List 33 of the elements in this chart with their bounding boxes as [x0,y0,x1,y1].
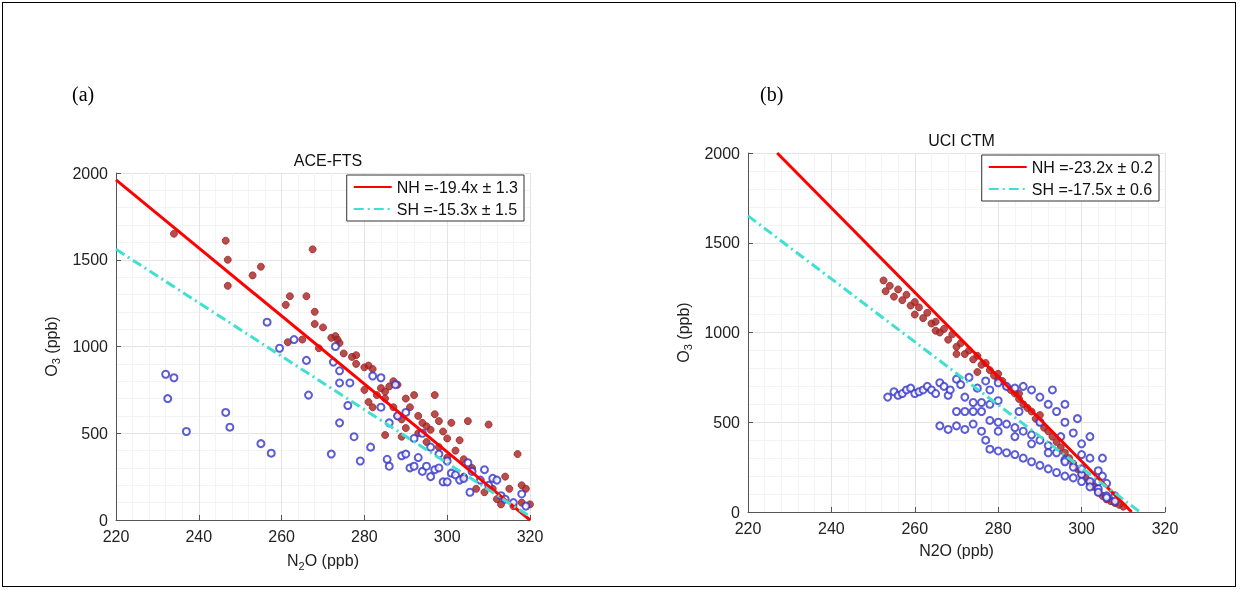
text: (a) [72,83,95,106]
y-tick-label: 500 [713,413,741,431]
y-tick-label: 0 [731,503,741,521]
x-tick-label: 240 [185,527,213,545]
y-axis-title: O3 (ppb) [674,302,695,363]
x-tick-label: 280 [984,519,1012,537]
y-tick-label: 1500 [704,234,741,252]
x-tick-label: 320 [1151,519,1179,537]
x-tick-label: 260 [901,519,929,537]
x-tick-label: 320 [516,527,544,545]
legend-label: NH =-19.4x ± 1.3 [396,178,519,196]
x-tick-label: 220 [102,527,130,545]
legend-label: NH =-23.2x ± 0.2 [1031,158,1154,176]
x-tick-label: 260 [268,527,296,545]
y-tick-label: 2000 [72,164,109,182]
x-axis-title: N2O (ppb) [919,541,994,559]
y-tick-label: 500 [81,424,109,442]
legend-label: SH =-17.5x ± 0.6 [1031,180,1153,198]
y-axis-title: O3 (ppb) [42,316,63,377]
chart-title: ACE-FTS [293,151,363,169]
x-tick-label: 220 [734,519,762,537]
x-tick-label: 240 [818,519,845,537]
x-tick-label: 300 [433,527,461,545]
y-tick-label: 1000 [704,324,741,341]
x-tick-label: 300 [1068,519,1096,537]
legend-label: SH =-15.3x ± 1.5 [396,200,518,218]
y-tick-label: 0 [99,511,109,529]
y-tick-label: 2000 [704,144,741,162]
text: (b) [760,83,784,106]
x-tick-label: 280 [351,527,378,545]
y-tick-label: 1500 [72,251,109,269]
chart-title: UCI CTM [928,131,995,149]
y-tick-label: 1000 [72,338,109,355]
